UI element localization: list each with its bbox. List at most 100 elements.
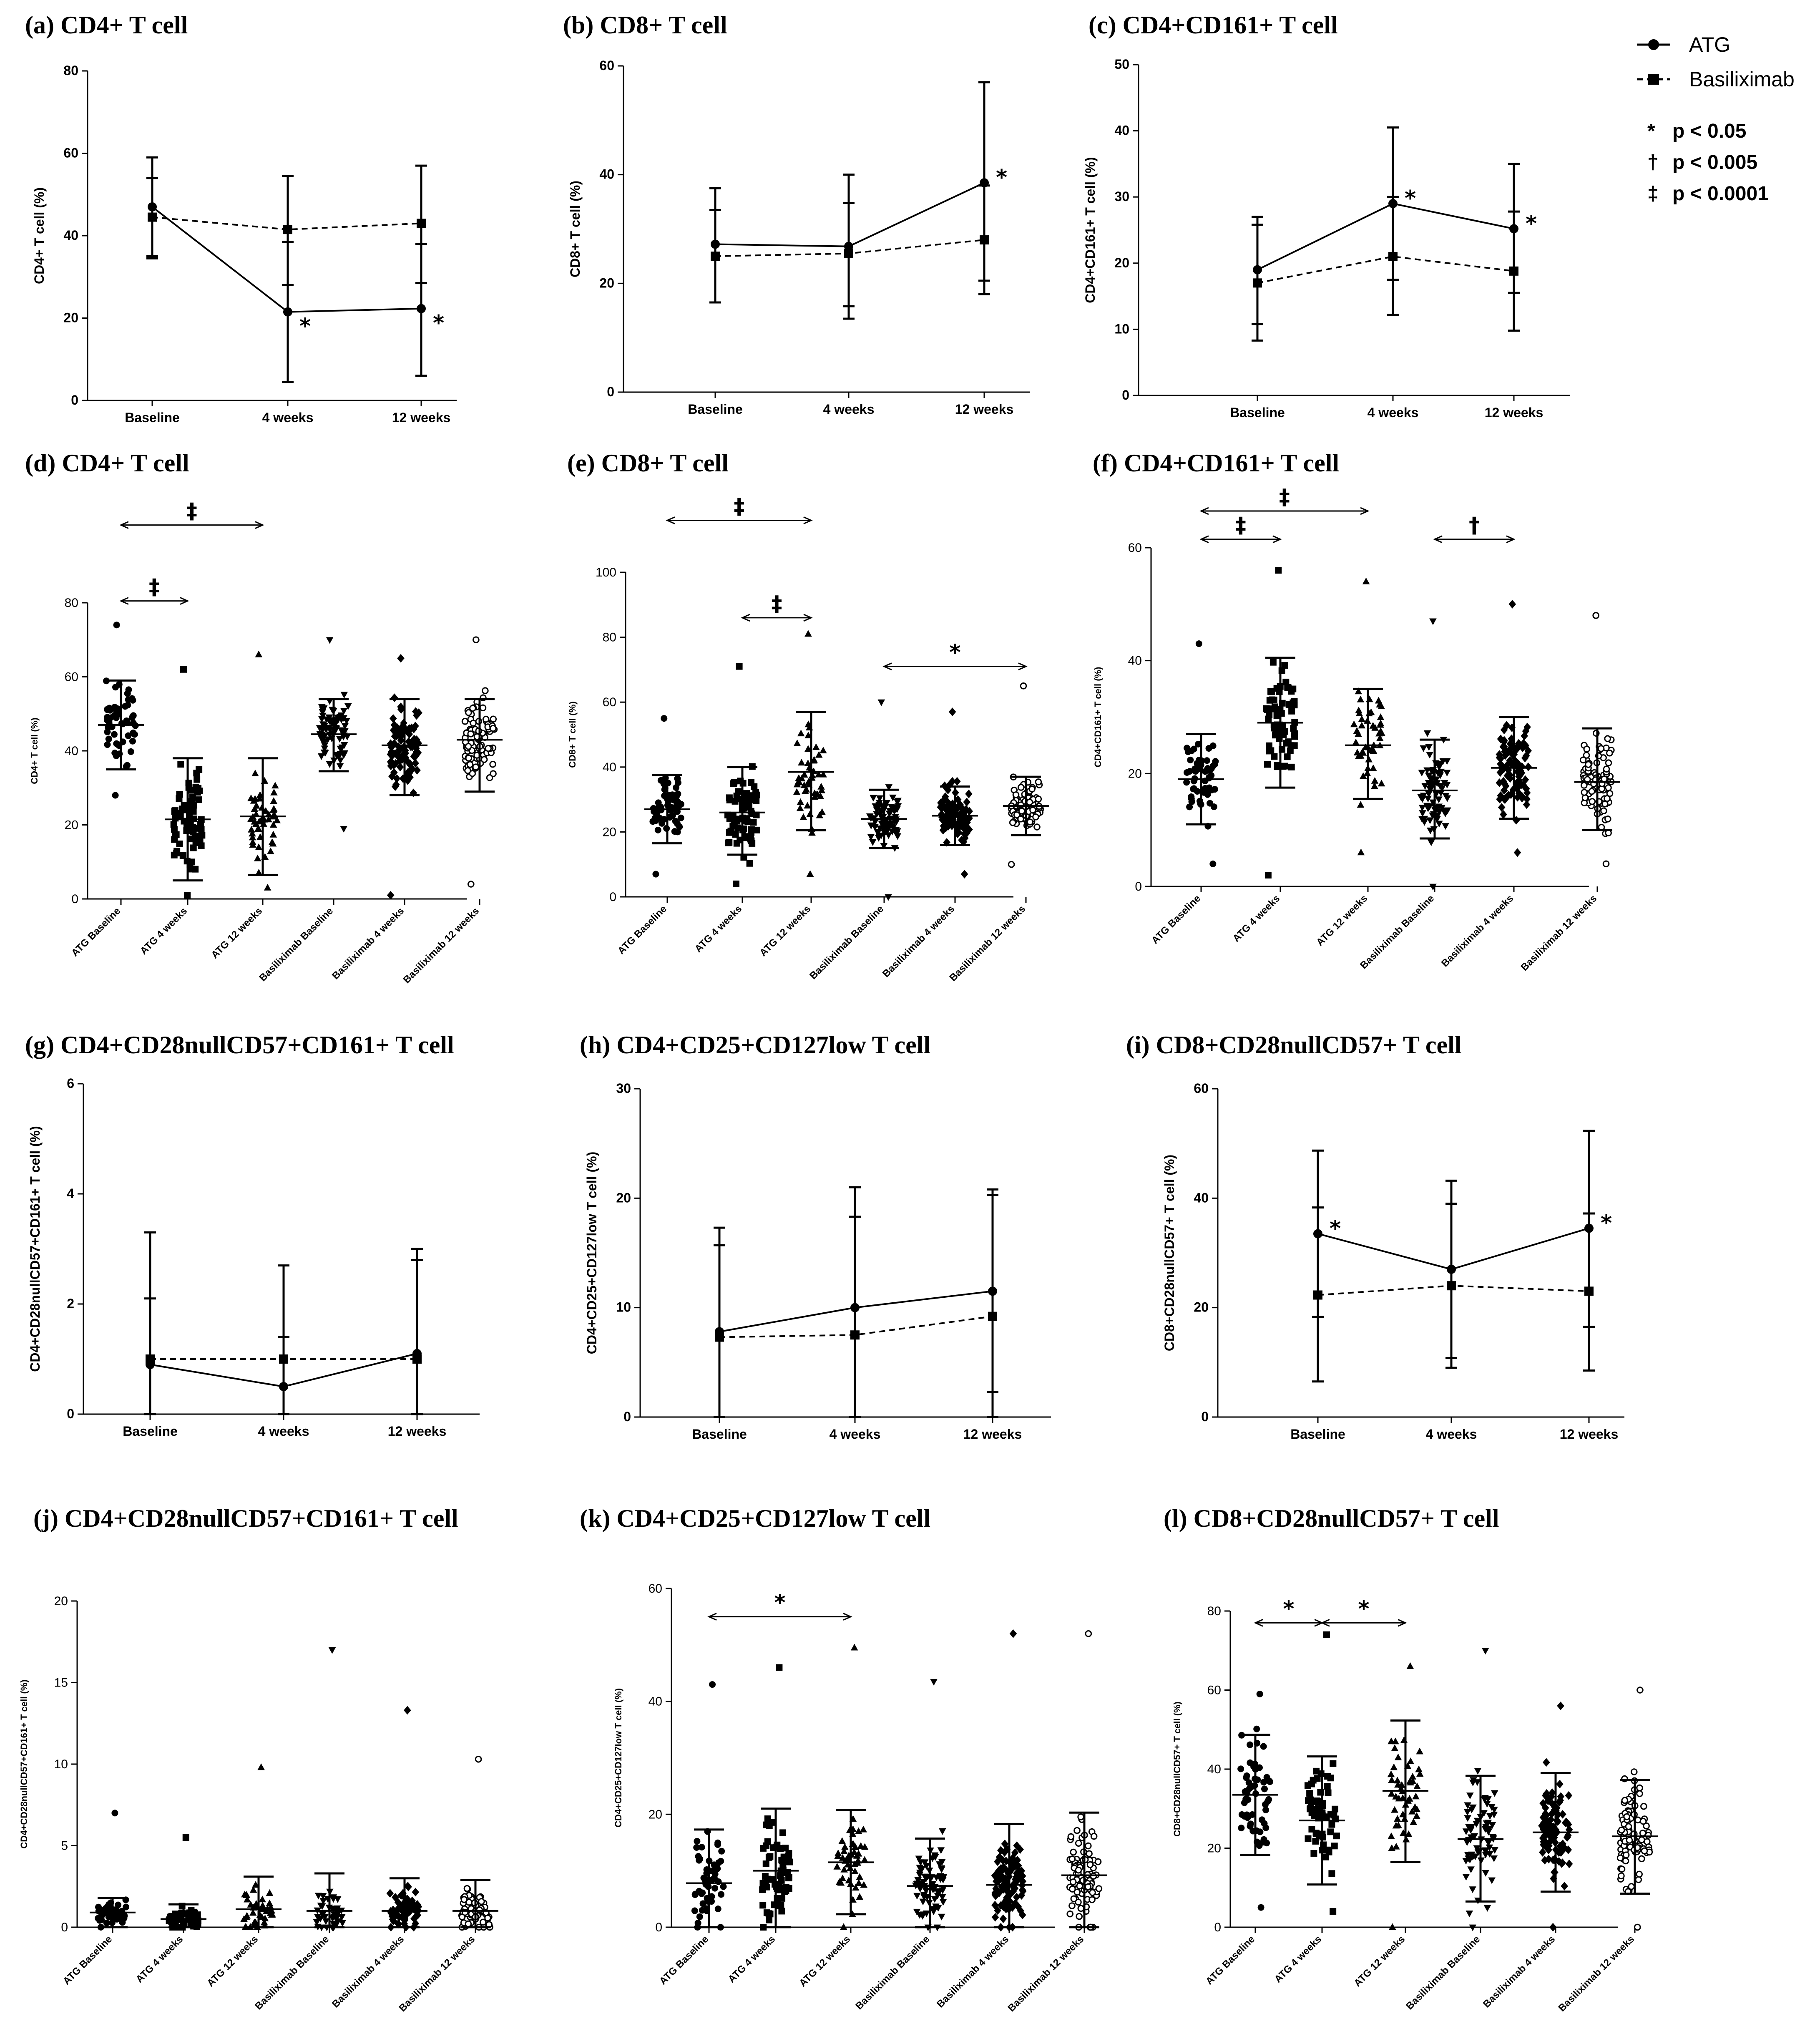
data-point (1600, 807, 1607, 815)
data-point (273, 816, 281, 823)
data-point (798, 759, 805, 766)
data-point (691, 1907, 698, 1914)
data-point (1013, 811, 1021, 818)
data-point (1443, 758, 1451, 765)
data-point (392, 1893, 399, 1902)
data-point (490, 715, 497, 723)
data-point (1371, 777, 1379, 784)
data-point (1271, 753, 1278, 760)
data-point (1247, 1741, 1254, 1748)
y-tick-label: 40 (649, 1695, 662, 1709)
y-tick-label: 0 (1122, 388, 1129, 403)
data-point (1483, 1905, 1491, 1912)
point-basiliximab (850, 1330, 860, 1340)
data-point (762, 1882, 769, 1889)
x-tick-label: Basiliximab 12 weeks (1556, 1933, 1637, 2014)
data-point (1488, 1877, 1496, 1884)
data-point (113, 714, 120, 721)
y-tick-label: 30 (1114, 189, 1129, 204)
data-point (319, 727, 326, 734)
data-point (261, 1915, 269, 1922)
data-point (1604, 815, 1611, 823)
x-tick-label: ATG Baseline (616, 903, 669, 957)
data-point (1010, 1883, 1018, 1893)
data-point (1069, 1885, 1076, 1893)
data-point (840, 1865, 848, 1873)
data-point (1622, 1857, 1629, 1865)
point-basiliximab (1584, 1286, 1594, 1296)
data-point (885, 832, 892, 839)
data-point (262, 807, 270, 814)
point-basiliximab (980, 235, 989, 245)
data-point (1395, 1795, 1403, 1802)
panel-title: (e) CD8+ T cell (567, 449, 729, 477)
y-tick-label: 2 (67, 1296, 74, 1311)
data-point (1502, 781, 1510, 790)
data-point (388, 758, 396, 767)
data-point (781, 1853, 788, 1860)
data-point (106, 1904, 113, 1911)
data-point (674, 820, 681, 827)
data-point (1549, 1800, 1556, 1809)
data-point (922, 1888, 930, 1895)
y-tick-label: 0 (67, 1406, 74, 1421)
legend-sig-text-1: p < 0.05 (1672, 120, 1746, 142)
data-point (1496, 750, 1503, 759)
data-point (1427, 786, 1435, 793)
y-tick-label: 40 (1114, 123, 1129, 138)
point-basiliximab (1509, 266, 1518, 276)
data-point (176, 841, 183, 848)
data-point (1621, 1797, 1629, 1804)
data-point (856, 1873, 864, 1880)
point-basiliximab (1313, 1290, 1322, 1300)
x-tick-label: Basiliximab 4 weeks (330, 1933, 406, 2010)
bracket-arrow-right (843, 1613, 852, 1621)
data-point (1073, 1827, 1081, 1834)
data-point (1618, 1865, 1626, 1873)
data-point (393, 723, 401, 732)
data-point (123, 717, 130, 724)
data-point (960, 824, 968, 833)
data-point (673, 801, 680, 808)
data-point (855, 1850, 862, 1857)
data-point (730, 780, 737, 787)
legend-basiliximab-label: Basiliximab (1689, 68, 1795, 91)
data-point (1523, 795, 1531, 804)
data-point (1311, 1812, 1318, 1819)
data-point (1325, 1848, 1332, 1855)
data-point (872, 803, 880, 810)
panel-b: (b) CD8+ T cell 0 20 40 60 CD8+ T cell (%) Bas… (563, 11, 1030, 417)
data-point (1016, 1845, 1024, 1854)
data-point (389, 714, 397, 723)
data-point (387, 750, 395, 759)
data-point (1304, 1782, 1311, 1789)
data-point (396, 763, 404, 772)
x-tick-label: 12 weeks (963, 1427, 1022, 1442)
panel-f: (f) CD4+CD161+ T cell 0 20 40 60 CD4+CD161+ T… (1093, 449, 1620, 973)
data-point (938, 1828, 946, 1835)
data-point (1557, 1702, 1564, 1710)
data-point (694, 1919, 701, 1926)
data-point (1462, 1874, 1470, 1881)
data-point (189, 824, 196, 831)
significance-label: * (1330, 1216, 1341, 1241)
data-point (1003, 1887, 1011, 1896)
data-point (1263, 705, 1270, 712)
data-point (698, 1844, 705, 1851)
data-point (1601, 775, 1608, 783)
data-point (724, 811, 732, 818)
bracket-arrow-left (119, 521, 129, 529)
data-point (405, 737, 412, 746)
bracket-significance-label: ‡ (1279, 485, 1290, 510)
data-point (1360, 772, 1367, 779)
data-point (1462, 1828, 1470, 1835)
data-point (259, 1896, 266, 1903)
data-point (1358, 722, 1366, 729)
x-tick-label: Basiliximab 4 weeks (330, 905, 406, 982)
series-line-atg (1317, 1227, 1589, 1270)
y-axis-label: CD4+CD28nullCD57+CD161+ T cell (%) (28, 1126, 43, 1372)
data-point (804, 802, 811, 809)
data-point (251, 770, 259, 777)
data-point (184, 892, 191, 899)
x-tick-label: ATG 4 weeks (693, 903, 744, 954)
